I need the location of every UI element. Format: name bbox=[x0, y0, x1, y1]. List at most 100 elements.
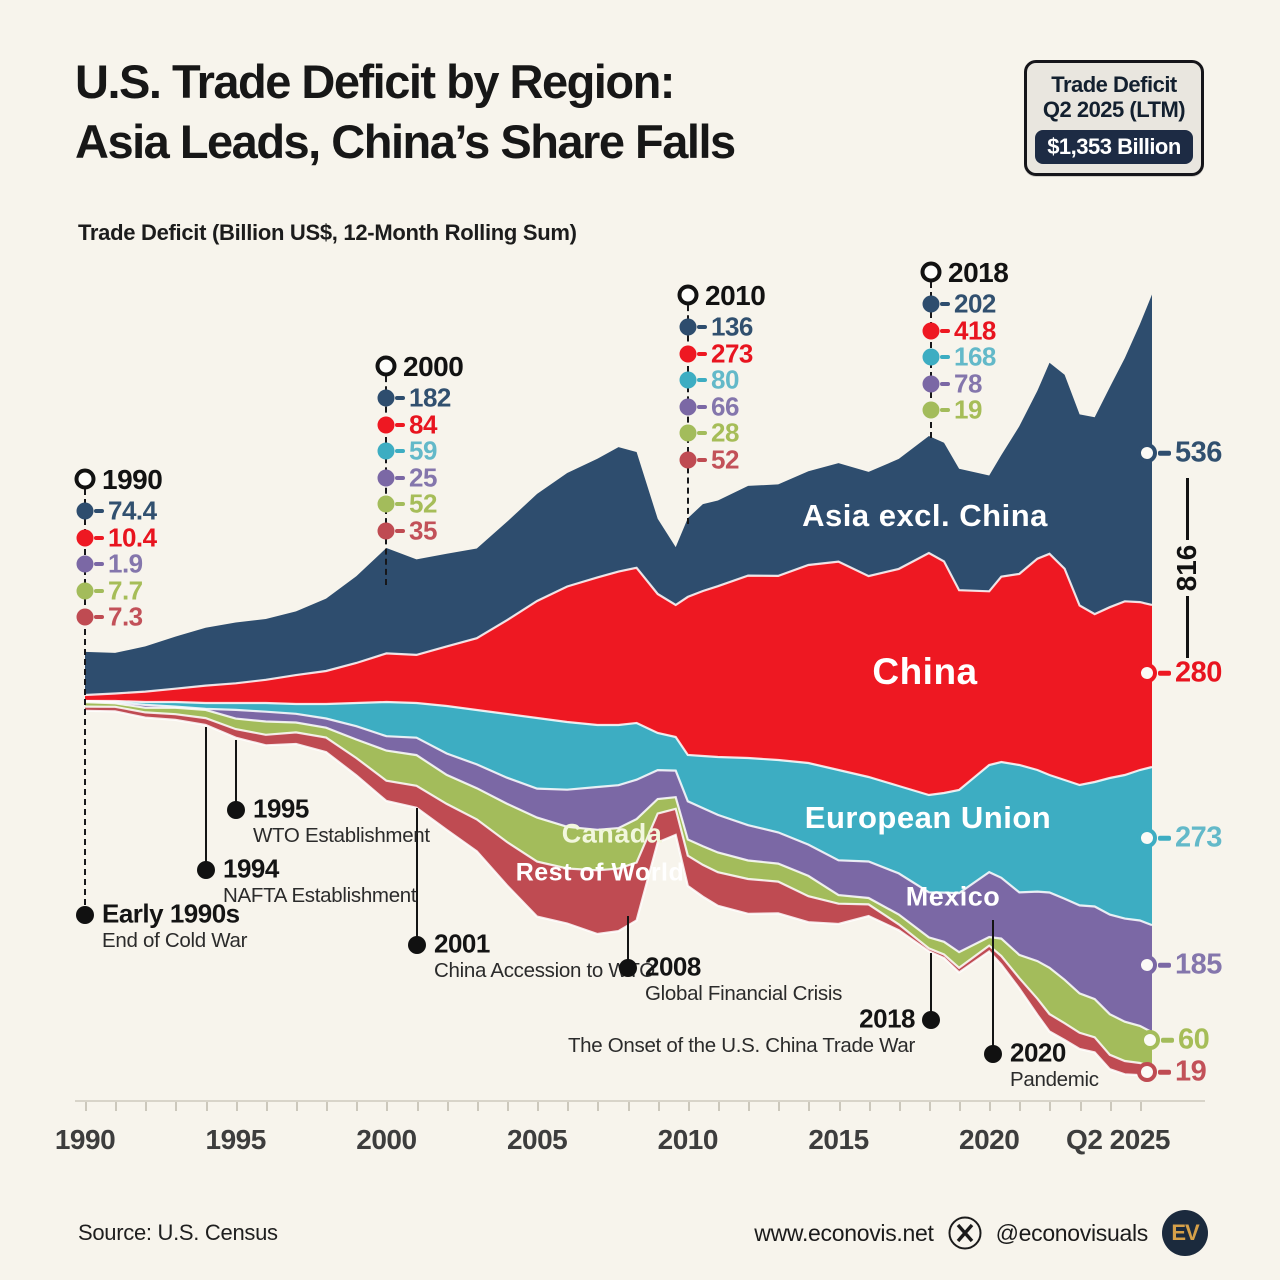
end-dash bbox=[1161, 1037, 1174, 1043]
x-axis-tick bbox=[295, 1102, 298, 1111]
annotation-subtitle: End of Cold War bbox=[102, 929, 248, 952]
x-axis-label-2000: 2000 bbox=[356, 1124, 417, 1155]
area-european-union bbox=[85, 701, 1152, 926]
callout-value-dash bbox=[94, 615, 104, 619]
end-value-china: 280 bbox=[1175, 656, 1222, 689]
x-axis-tick bbox=[989, 1102, 992, 1111]
band-boundary-line bbox=[84, 705, 1153, 1068]
x-axis-tick bbox=[1139, 1102, 1142, 1111]
callout-value-dot bbox=[922, 348, 940, 366]
annotation-title: 1995 bbox=[253, 793, 309, 824]
end-value-european-union: 273 bbox=[1175, 821, 1222, 854]
callout-value-dash bbox=[940, 408, 950, 412]
x-axis-tick bbox=[778, 1102, 781, 1111]
annotation-title: 2018 bbox=[859, 1003, 915, 1034]
callout-value-dash bbox=[940, 328, 950, 333]
x-axis-tick bbox=[1049, 1102, 1052, 1111]
callout-line-1990 bbox=[84, 479, 86, 915]
x-axis-tick bbox=[808, 1102, 811, 1111]
x-axis-tick bbox=[416, 1102, 419, 1111]
x-axis-tick bbox=[959, 1102, 962, 1111]
band-boundary-line bbox=[84, 709, 1153, 1079]
callout-value-mexico: 25 bbox=[409, 462, 437, 492]
band-boundary-line bbox=[84, 699, 1153, 927]
x-axis-tick bbox=[175, 1102, 178, 1111]
x-axis-tick bbox=[446, 1102, 449, 1111]
end-marker-mexico bbox=[1137, 955, 1157, 975]
end-marker-canada bbox=[1140, 1030, 1160, 1050]
title-line-1: U.S. Trade Deficit by Region: bbox=[75, 55, 675, 108]
band-boundary-line bbox=[85, 699, 1153, 797]
x-axis-tick bbox=[205, 1102, 208, 1111]
end-marker-china bbox=[1137, 663, 1157, 683]
region-label-european-union: European Union bbox=[804, 800, 1052, 835]
title-line-2: Asia Leads, China’s Share Falls bbox=[75, 115, 736, 169]
x-axis-label-q2-2025: Q2 2025 bbox=[1066, 1124, 1170, 1155]
callout-value-mexico: 66 bbox=[711, 391, 739, 421]
annotation-subtitle: Pandemic bbox=[1010, 1068, 1099, 1091]
x-axis-tick bbox=[567, 1102, 570, 1111]
annotation-subtitle: Global Financial Crisis bbox=[645, 982, 843, 1005]
end-marker-asia-excl-china bbox=[1137, 443, 1157, 463]
callout-year-marker-1990 bbox=[74, 468, 96, 490]
annotation-line-1995 bbox=[235, 740, 237, 810]
callout-value-asia-excl-china: 136 bbox=[711, 311, 753, 342]
x-axis-tick bbox=[717, 1102, 720, 1111]
callout-value-canada: 52 bbox=[409, 488, 437, 519]
x-axis-label-2015: 2015 bbox=[808, 1124, 869, 1155]
callout-value-canada: 7.7 bbox=[108, 575, 143, 605]
annotation-title: 2020 bbox=[1010, 1037, 1066, 1068]
annotation-dot bbox=[408, 936, 426, 954]
callout-value-dash bbox=[697, 325, 707, 329]
callout-value-mexico: 78 bbox=[954, 368, 982, 398]
annotation-line-2018 bbox=[930, 953, 932, 1020]
annotation-subtitle: The Onset of the U.S. China Trade War bbox=[567, 1034, 915, 1057]
annotation-dot bbox=[922, 1011, 940, 1029]
x-axis-tick bbox=[687, 1102, 690, 1111]
x-axis-tick bbox=[898, 1102, 901, 1111]
area-asia-excl-china bbox=[85, 294, 1152, 695]
website-link: www.econovis.net bbox=[754, 1219, 934, 1246]
callout-value-rest-of-world: 52 bbox=[711, 444, 739, 474]
end-dash bbox=[1158, 835, 1171, 841]
callout-value-dash bbox=[697, 351, 707, 356]
callout-year-label-1990: 1990 bbox=[102, 464, 163, 495]
callout-value-european-union: 80 bbox=[711, 364, 739, 395]
badge-line-1: Trade Deficit bbox=[1051, 72, 1177, 97]
source-note: Source: U.S. Census bbox=[78, 1220, 278, 1245]
x-social-icon bbox=[948, 1216, 982, 1250]
x-axis-tick bbox=[928, 1102, 931, 1111]
x-axis-tick bbox=[85, 1102, 87, 1111]
asia-total-value: 816 bbox=[1171, 544, 1202, 592]
chart-areas bbox=[85, 294, 1152, 1078]
region-label-mexico: Mexico bbox=[905, 881, 1001, 912]
annotation-subtitle: WTO Establishment bbox=[253, 824, 430, 847]
x-axis-tick bbox=[235, 1102, 238, 1111]
end-marker-european-union bbox=[1137, 828, 1157, 848]
callout-value-asia-excl-china: 182 bbox=[409, 382, 451, 413]
area-rest-of-world bbox=[85, 706, 1152, 1078]
callout-value-dot bbox=[76, 529, 94, 546]
x-axis-label-2020: 2020 bbox=[959, 1124, 1020, 1155]
chart-subtitle: Trade Deficit (Billion US$, 12-Month Rol… bbox=[78, 220, 577, 245]
end-dash bbox=[1158, 670, 1171, 676]
annotation-line-2020 bbox=[992, 920, 994, 1054]
callout-value-china: 84 bbox=[409, 409, 437, 439]
end-value-asia-excl-china: 536 bbox=[1175, 436, 1222, 469]
annotation-title: 1994 bbox=[223, 853, 279, 884]
callout-value-dot bbox=[377, 416, 395, 433]
x-axis-tick bbox=[1079, 1102, 1082, 1111]
x-axis-tick bbox=[115, 1102, 118, 1111]
x-axis-tick bbox=[537, 1102, 540, 1111]
callout-value-dot bbox=[377, 469, 395, 486]
x-axis-tick bbox=[748, 1102, 751, 1111]
end-dash bbox=[1158, 450, 1171, 456]
econovis-logo: EV bbox=[1162, 1210, 1208, 1256]
callout-value-dash bbox=[94, 588, 104, 593]
callout-value-dot bbox=[377, 522, 395, 539]
callout-value-dash bbox=[940, 302, 950, 306]
x-axis-line bbox=[75, 1100, 1205, 1102]
end-dash bbox=[1158, 962, 1171, 968]
callout-year-marker-2018 bbox=[920, 261, 942, 283]
callout-year-marker-2010 bbox=[677, 284, 699, 306]
